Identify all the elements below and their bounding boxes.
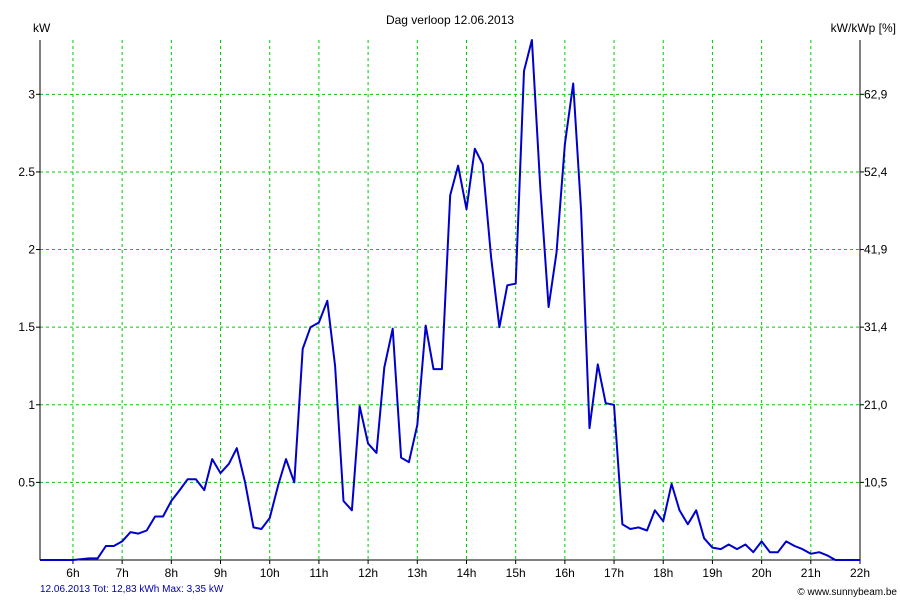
y-tick-label-right: 10,5	[864, 475, 888, 489]
x-tick-label: 12h	[358, 566, 378, 580]
x-tick-label: 14h	[456, 566, 476, 580]
y-tick-label-right: 21,0	[864, 398, 888, 412]
y-tick-label-left: 3	[28, 87, 35, 101]
x-tick-label: 9h	[214, 566, 227, 580]
power-series-line	[40, 39, 860, 561]
y-tick-labels-right: 10,5 21,0 31,4 41,9 52,4 62,9	[864, 87, 888, 489]
x-tick-label: 19h	[702, 566, 722, 580]
y-tick-label-right: 41,9	[864, 243, 888, 257]
x-tick-label: 18h	[653, 566, 673, 580]
y-tick-label-left: 1.5	[18, 320, 35, 334]
x-tick-label: 20h	[752, 566, 772, 580]
y-tick-label-left: 2.5	[18, 165, 35, 179]
chart-title: Dag verloop 12.06.2013	[386, 13, 514, 27]
x-tick-label: 10h	[260, 566, 280, 580]
footer-credit: © www.sunnybeam.be	[797, 587, 897, 598]
y-tick-label-right: 62,9	[864, 87, 888, 101]
y-tick-label-left: 2	[28, 243, 35, 257]
x-tick-label: 8h	[165, 566, 178, 580]
x-tick-label: 16h	[555, 566, 575, 580]
left-axis-unit: kW	[33, 21, 51, 35]
x-tick-label: 11h	[309, 566, 328, 580]
x-tick-label: 21h	[801, 566, 821, 580]
y-tick-labels-left: 0.5 1 1.5 2 2.5 3	[18, 87, 35, 489]
x-tick-label: 7h	[115, 566, 128, 580]
y-tick-label-right: 52,4	[864, 165, 888, 179]
x-tick-label: 6h	[66, 566, 79, 580]
axes	[36, 40, 864, 564]
right-axis-unit: kW/kWp [%]	[831, 21, 896, 35]
y-tick-label-right: 31,4	[864, 320, 888, 334]
grid	[40, 40, 860, 560]
footer-summary: 12.06.2013 Tot: 12,83 kWh Max: 3,35 kW	[40, 584, 224, 595]
plot-area	[40, 40, 860, 560]
x-tick-label: 13h	[407, 566, 427, 580]
x-tick-label: 15h	[506, 566, 526, 580]
x-tick-label: 22h	[850, 566, 870, 580]
x-tick-labels: 6h 7h 8h 9h 10h 11h 12h 13h 14h 15h 16h 17h 18h 19h 20…	[66, 566, 870, 580]
series-group	[40, 39, 860, 561]
y-tick-label-left: 0.5	[18, 475, 35, 489]
x-tick-label: 17h	[604, 566, 624, 580]
y-tick-label-left: 1	[28, 398, 35, 412]
